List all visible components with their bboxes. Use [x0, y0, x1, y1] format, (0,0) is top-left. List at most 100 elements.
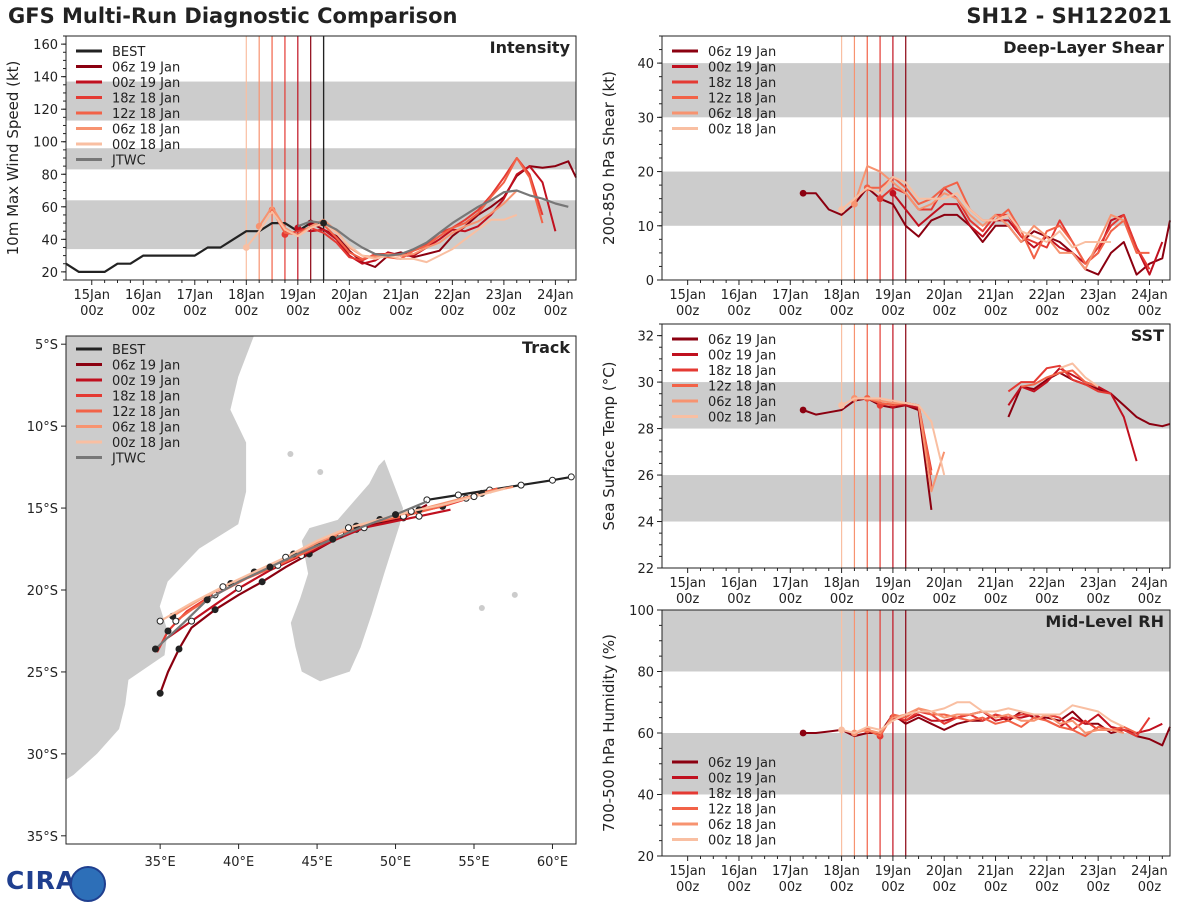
- intensity-xtick-label-hour: 00z: [544, 304, 568, 319]
- track-marker: [151, 645, 159, 653]
- sst-panel-title: SST: [1131, 326, 1164, 345]
- track-jtwc: [154, 500, 428, 650]
- track-marker: [567, 473, 575, 481]
- intensity-xtick-label-hour: 00z: [132, 304, 156, 319]
- intensity-legend-label: BEST: [112, 45, 145, 60]
- track-legend-label: 12z 18 Jan: [112, 405, 180, 420]
- shear-ytick-label: 40: [637, 57, 654, 72]
- sst-ytick-label: 30: [637, 376, 654, 391]
- intensity-xtick-label-date: 18Jan: [228, 288, 265, 303]
- panel-sst: 22242628303215Jan00z16Jan00z17Jan00z18Ja…: [600, 323, 1171, 607]
- sst-band-0: [662, 475, 1170, 522]
- rh-start-dot-0: [799, 729, 807, 737]
- rh-xtick-label-date: 19Jan: [875, 864, 912, 879]
- shear-band-0: [662, 171, 1170, 226]
- shear-xtick-label-hour: 00z: [881, 304, 905, 319]
- rh-legend-label: 18z 18 Jan: [708, 787, 776, 802]
- intensity-xtick-label-date: 23Jan: [486, 288, 523, 303]
- intensity-ytick-label: 120: [33, 103, 58, 118]
- shear-ytick-label: 20: [637, 166, 654, 181]
- shear-start-dot-2: [876, 195, 884, 203]
- track-xtick-label: 45°E: [301, 855, 332, 870]
- intensity-xtick-label-hour: 00z: [492, 304, 516, 319]
- sst-xtick-label-date: 16Jan: [721, 576, 758, 591]
- rh-xtick-label-hour: 00z: [779, 880, 803, 895]
- sst-legend-label: 00z 19 Jan: [708, 349, 776, 364]
- intensity-best-end-dot: [320, 219, 327, 227]
- track-marker: [454, 491, 462, 499]
- track-marker: [164, 627, 172, 635]
- sst-legend-label: 12z 18 Jan: [708, 380, 776, 395]
- sst-ytick-label: 32: [637, 330, 654, 345]
- track-marker: [156, 617, 164, 625]
- intensity-band-1: [66, 148, 576, 170]
- shear-start-dot-5: [838, 206, 845, 213]
- sst-ylabel: Sea Surface Temp (°C): [600, 361, 618, 530]
- intensity-xtick-label-date: 21Jan: [383, 288, 420, 303]
- intensity-ylabel: 10m Max Wind Speed (kt): [4, 61, 22, 256]
- sst-xtick-label-hour: 00z: [727, 592, 751, 607]
- rh-ytick-label: 60: [637, 727, 654, 742]
- intensity-legend-label: 00z 18 Jan: [112, 138, 180, 153]
- rh-ytick-label: 100: [629, 604, 654, 619]
- rh-xtick-label-date: 23Jan: [1080, 864, 1117, 879]
- track-marker: [415, 512, 423, 520]
- shear-band-1: [662, 63, 1170, 118]
- intensity-legend-label: 06z 19 Jan: [112, 61, 180, 76]
- sst-xtick-label-hour: 00z: [1035, 592, 1059, 607]
- shear-xtick-label-hour: 00z: [779, 304, 803, 319]
- sst-start-dot-0: [799, 406, 807, 414]
- track-marker: [258, 578, 266, 586]
- shear-xtick-label-date: 23Jan: [1080, 288, 1117, 303]
- track-legend-label: 00z 18 Jan: [112, 436, 180, 451]
- intensity-legend-label: 18z 18 Jan: [112, 92, 180, 107]
- rh-xtick-label-hour: 00z: [1035, 880, 1059, 895]
- intensity-xtick-label-date: 16Jan: [125, 288, 162, 303]
- rh-ylabel: 700-500 hPa Humidity (%): [600, 634, 618, 832]
- intensity-ytick-label: 160: [33, 38, 58, 53]
- track-xtick-label: 35°E: [145, 855, 176, 870]
- shear-start-dot-4: [851, 200, 858, 208]
- rh-legend-label: 06z 19 Jan: [708, 756, 776, 771]
- sst-xtick-label-hour: 00z: [676, 592, 700, 607]
- island-3: [317, 469, 324, 476]
- shear-legend-label: 18z 18 Jan: [708, 76, 776, 91]
- intensity-xtick-label-hour: 00z: [235, 304, 259, 319]
- intensity-ytick-label: 100: [33, 136, 58, 151]
- intensity-series-jtwc: [297, 189, 569, 257]
- sst-xtick-label-date: 19Jan: [875, 576, 912, 591]
- sst-ytick-label: 28: [637, 423, 654, 438]
- track-marker: [517, 481, 525, 489]
- sst-xtick-label-date: 21Jan: [977, 576, 1014, 591]
- sst-xtick-label-date: 18Jan: [823, 576, 860, 591]
- shear-xtick-label-hour: 00z: [1035, 304, 1059, 319]
- shear-xtick-label-hour: 00z: [1138, 304, 1162, 319]
- track-marker: [266, 563, 274, 571]
- track-xtick-label: 55°E: [458, 855, 489, 870]
- sst-xtick-label-hour: 00z: [830, 592, 854, 607]
- sst-frame: [661, 323, 1171, 569]
- shear-xtick-label-date: 20Jan: [926, 288, 963, 303]
- sst-xtick-label-hour: 00z: [984, 592, 1008, 607]
- rh-series-06z-18-jan: [854, 707, 1125, 734]
- rh-xtick-label-date: 15Jan: [669, 864, 706, 879]
- sst-xtick-label-date: 24Jan: [1131, 576, 1168, 591]
- track-marker: [548, 476, 556, 484]
- sst-xtick-label-date: 20Jan: [926, 576, 963, 591]
- shear-xtick-label-date: 15Jan: [669, 288, 706, 303]
- intensity-ytick-label: 20: [41, 266, 58, 281]
- intensity-legend-label: 12z 18 Jan: [112, 107, 180, 122]
- island-2: [287, 450, 294, 457]
- shear-xtick-label-hour: 00z: [727, 304, 751, 319]
- shear-xtick-label-hour: 00z: [933, 304, 957, 319]
- rh-legend-label: 00z 18 Jan: [708, 834, 776, 849]
- intensity-legend-label: JTWC: [111, 154, 146, 169]
- sst-legend-label: 00z 18 Jan: [708, 411, 776, 426]
- rh-xtick-label-hour: 00z: [727, 880, 751, 895]
- sst-xtick-label-date: 23Jan: [1080, 576, 1117, 591]
- panel-shear: 01020304015Jan00z16Jan00z17Jan00z18Jan00…: [600, 35, 1171, 319]
- intensity-series-00z-18-jan: [245, 210, 518, 264]
- storm-id-title: SH12 - SH122021: [966, 4, 1172, 28]
- figure-title: GFS Multi-Run Diagnostic Comparison: [8, 4, 458, 28]
